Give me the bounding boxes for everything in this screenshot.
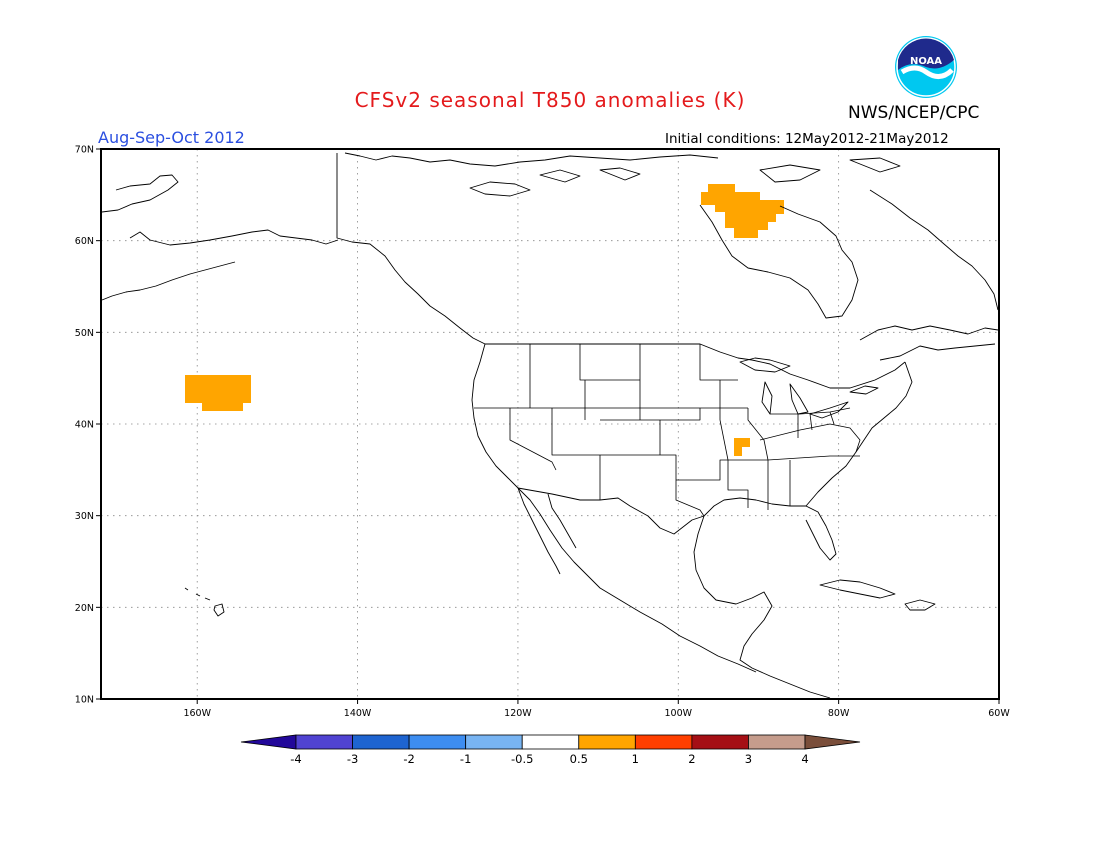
initial-conditions-label: Initial conditions: 12May2012-21May2012	[665, 131, 949, 147]
arctic-coastline	[344, 152, 719, 167]
colorbar-label: 1	[632, 752, 639, 766]
agency-label: NWS/NCEP/CPC	[848, 103, 980, 123]
us-mexico-border	[517, 487, 705, 535]
colorbar-high-triangle	[804, 734, 861, 750]
colorbar-swatch	[691, 734, 749, 750]
colorbar-label: -2	[403, 752, 414, 766]
anomaly-region-missouri	[734, 438, 750, 456]
lat-tick-label: 20N	[75, 603, 94, 614]
gulf-of-st-lawrence	[859, 325, 999, 361]
gulf-of-mexico-coast	[703, 497, 837, 561]
lat-tick-label: 10N	[75, 695, 94, 706]
alaska-canada-border	[336, 153, 486, 345]
colorbar-swatch	[408, 734, 467, 750]
colorbar-swatch	[521, 734, 580, 750]
lon-tick-label: 80W	[828, 708, 850, 719]
hawaii-islands	[184, 587, 225, 617]
noaa-logo-icon: NOAA	[895, 36, 957, 98]
noaa-logo-text: NOAA	[910, 56, 942, 67]
colorbar-label: -4	[290, 752, 301, 766]
map-axis-ticks: 160W 140W 120W 100W 80W 60W 10N 20N 30N 40N 50N 60N…	[75, 145, 1011, 720]
anomaly-shading	[185, 184, 784, 456]
lon-tick-label: 140W	[344, 708, 372, 719]
colorbar-legend: -4 -3 -2 -1 -0.5 0.5 1 2 3 4	[240, 734, 861, 766]
colorbar-swatch	[352, 734, 410, 750]
labrador-coastline	[869, 189, 999, 311]
colorbar-label: 4	[801, 752, 808, 766]
lat-tick-label: 60N	[75, 236, 94, 247]
colorbar-label: 2	[688, 752, 695, 766]
map-title: CFSv2 seasonal T850 anomalies (K)	[354, 88, 746, 112]
us-canada-border	[485, 343, 906, 389]
lon-tick-label: 120W	[504, 708, 532, 719]
baja-california	[517, 487, 577, 575]
colorbar-swatch	[465, 734, 523, 750]
us-state-borders	[474, 344, 861, 517]
colorbar-label: -3	[347, 752, 358, 766]
mexico-gulf-coast	[693, 515, 831, 699]
colorbar-swatch	[748, 734, 806, 750]
hispaniola-island	[904, 599, 936, 611]
alaska-coastline	[101, 174, 339, 246]
colorbar-swatch	[578, 734, 636, 750]
aleutian-islands	[101, 261, 236, 301]
colorbar-label: 0.5	[570, 752, 588, 766]
colorbar-label: 3	[745, 752, 752, 766]
season-label: Aug-Sep-Oct 2012	[98, 128, 245, 147]
colorbar-low-triangle	[240, 734, 297, 750]
us-pacific-coast	[471, 343, 519, 489]
lon-tick-label: 60W	[988, 708, 1010, 719]
cuba-island	[819, 579, 896, 599]
mexico-pacific-coast	[517, 487, 757, 673]
map-panel: 160W 140W 120W 100W 80W 60W 10N 20N 30N 40N 50N 60N…	[75, 145, 1011, 720]
colorbar-label: -1	[460, 752, 471, 766]
arctic-islands	[469, 157, 901, 197]
hudson-bay-coast	[699, 204, 859, 319]
anomaly-region-north-pacific	[185, 375, 251, 411]
lat-tick-label: 30N	[75, 511, 94, 522]
colorbar-swatch	[634, 734, 693, 750]
us-atlantic-coast	[805, 361, 913, 507]
anomaly-region-hudson-bay	[701, 184, 784, 238]
colorbar-swatch	[295, 734, 353, 750]
lat-tick-label: 50N	[75, 328, 94, 339]
lon-tick-label: 100W	[665, 708, 693, 719]
coastlines-and-borders	[101, 152, 999, 699]
colorbar-label: -0.5	[511, 752, 533, 766]
lon-tick-label: 160W	[183, 708, 211, 719]
lat-tick-label: 70N	[75, 145, 94, 156]
lat-tick-label: 40N	[75, 420, 94, 431]
